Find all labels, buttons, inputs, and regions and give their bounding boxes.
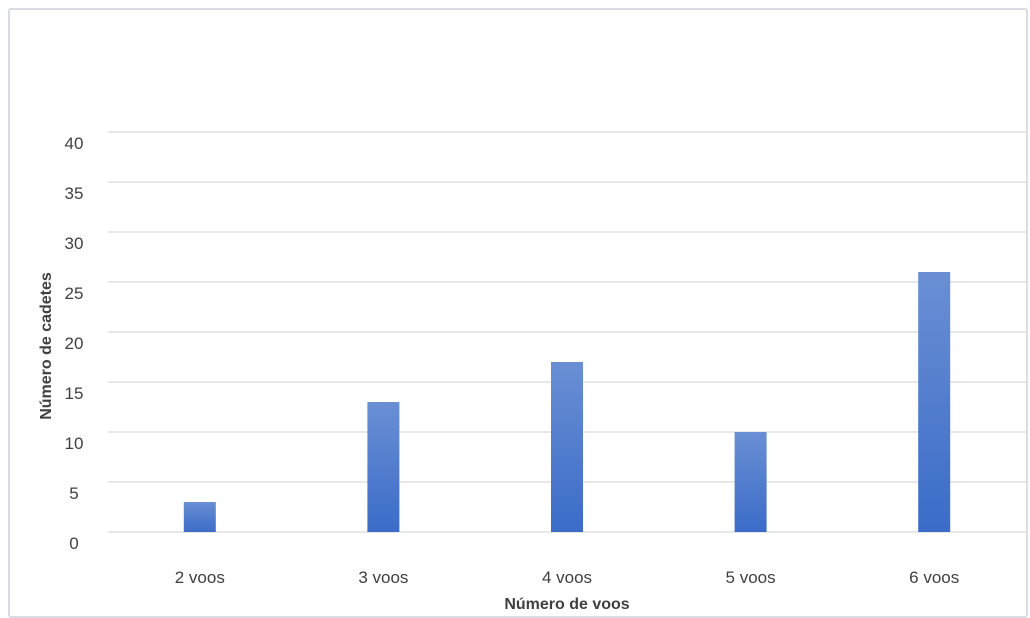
y-tick-label: 30 [65, 234, 84, 253]
y-tick-label: 35 [65, 184, 84, 203]
bars [183, 272, 951, 532]
bar-6-voos [918, 272, 951, 532]
x-axis-title: Número de voos [504, 596, 629, 612]
y-tick-label: 40 [65, 134, 84, 153]
x-tick-label: 2 voos [175, 568, 225, 587]
y-axis-title: Número de cadetes [38, 272, 55, 420]
y-tick-label: 15 [65, 384, 84, 403]
x-axis-ticks: 2 voos 3 voos 4 voos 5 voos 6 voos [175, 568, 959, 587]
gridlines [108, 131, 1026, 533]
y-tick-label: 10 [65, 434, 84, 453]
x-tick-label: 6 voos [909, 568, 959, 587]
bar-2-voos [183, 502, 216, 532]
chart-frame [8, 8, 1028, 618]
x-tick-label: 4 voos [542, 568, 592, 587]
bar-4-voos [551, 362, 583, 532]
y-tick-label: 20 [65, 334, 84, 353]
bar-3-voos [367, 402, 400, 532]
y-tick-label: 0 [69, 534, 78, 553]
y-tick-label: 25 [65, 284, 84, 303]
bar-5-voos [734, 432, 767, 532]
x-tick-label: 5 voos [726, 568, 776, 587]
y-axis-ticks: 0 5 10 15 20 25 30 35 40 [65, 134, 84, 553]
x-tick-label: 3 voos [358, 568, 408, 587]
y-tick-label: 5 [69, 484, 78, 503]
